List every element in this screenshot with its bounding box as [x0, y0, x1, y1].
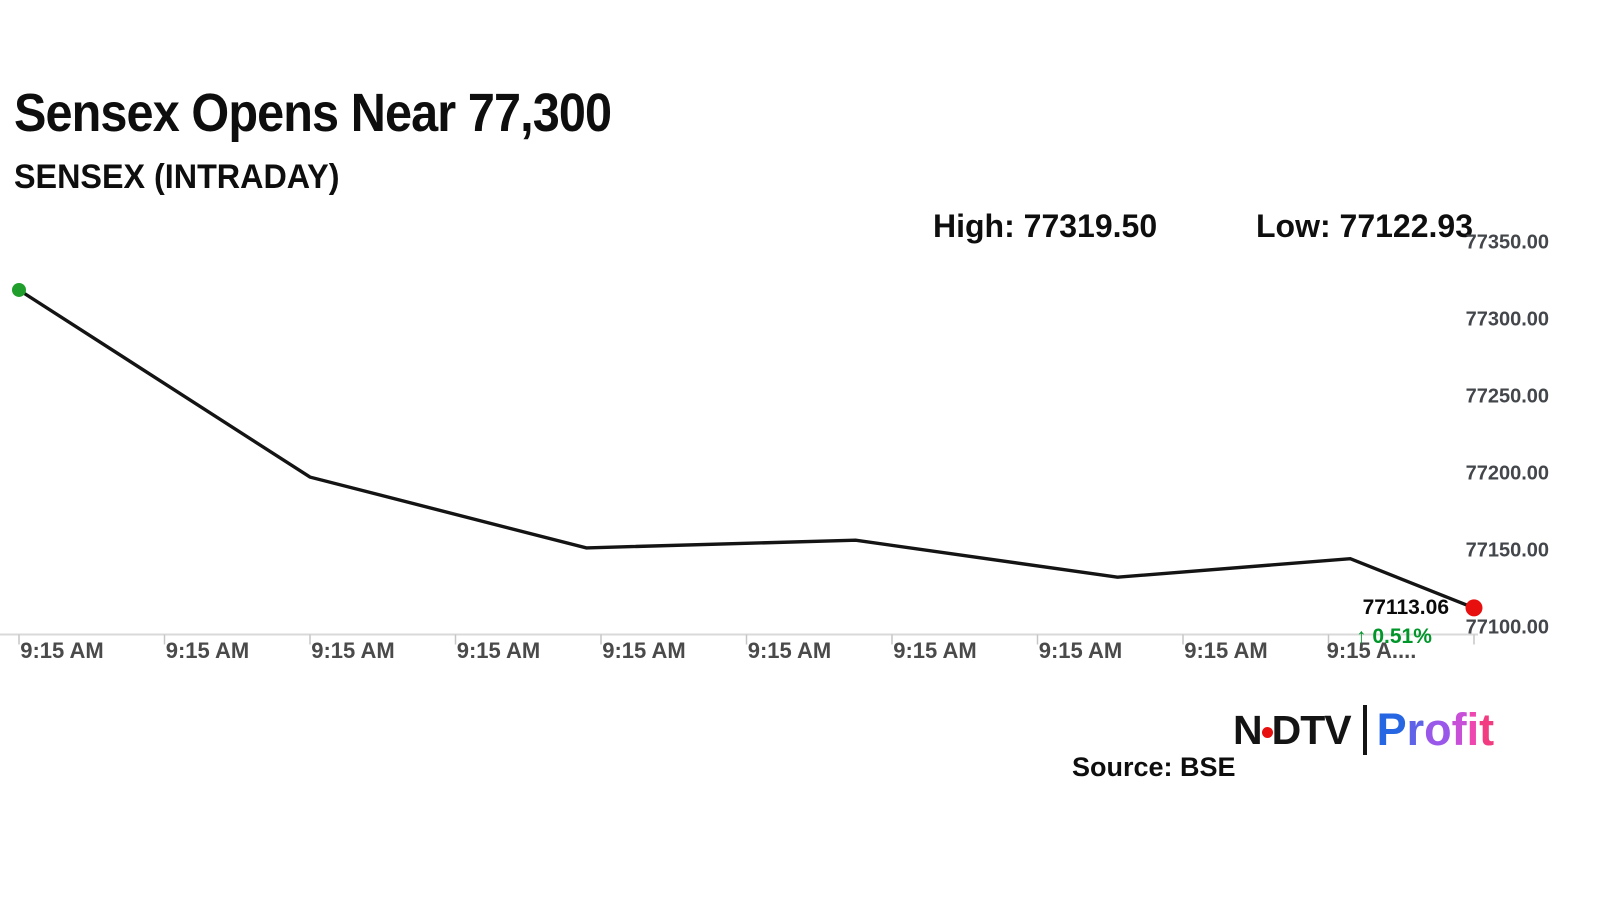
x-axis-tick-label: 9:15 AM: [1184, 638, 1268, 663]
profit-letter: o: [1424, 704, 1452, 755]
y-axis-tick-label: 77100.00: [1465, 616, 1549, 639]
y-axis-tick-label: 77150.00: [1465, 539, 1549, 562]
profit-letter: r: [1406, 704, 1425, 755]
x-axis-tick-label: 9:15 AM: [602, 638, 686, 663]
percent-change-callout: ↑ 0.51%: [1356, 625, 1432, 648]
profit-letter: P: [1376, 704, 1407, 755]
last-point-marker: [1465, 599, 1483, 617]
y-axis-tick-label: 77200.00: [1465, 462, 1549, 485]
x-axis-ticks: [18, 634, 1475, 645]
source-attribution: Source: BSE: [1072, 752, 1236, 782]
y-axis-tick-label: 77350.00: [1465, 231, 1549, 254]
x-axis-tick-label: 9:15 AM: [1038, 638, 1123, 663]
y-axis-tick-label: 77300.00: [1465, 308, 1549, 331]
logo-separator-bar: [1362, 705, 1367, 755]
ndtv-wordmark: N DTV: [1233, 706, 1352, 754]
profit-letter: f: [1451, 704, 1467, 755]
ndtv-red-dot-icon: [1261, 726, 1273, 738]
y-axis-tick-label: 77250.00: [1465, 385, 1549, 408]
x-axis-tick-label: 9:15 AM: [20, 638, 104, 663]
page-title: Sensex Opens Near 77,300: [14, 83, 612, 143]
chart-subtitle: SENSEX (INTRADAY): [14, 158, 340, 196]
x-axis-tick-label: 9:15 AM: [456, 638, 541, 663]
ndtv-letters-dtv: DTV: [1271, 706, 1352, 753]
low-value-label: Low: 77122.93: [1256, 208, 1473, 244]
high-value-label: High: 77319.50: [933, 208, 1158, 244]
x-axis-tick-label: 9:15 A....: [1326, 638, 1417, 663]
x-axis-tick-label: 9:15 AM: [311, 638, 395, 663]
x-axis-tick-label: 9:15 AM: [893, 638, 977, 663]
profit-letter: i: [1466, 704, 1480, 755]
x-axis-tick-label: 9:15 AM: [165, 638, 250, 663]
ndtv-letter-n: N: [1233, 706, 1263, 753]
last-price-callout: 77113.06: [1362, 596, 1449, 619]
price-line: [17, 288, 1476, 610]
open-point-marker: [12, 282, 26, 297]
profit-letter: t: [1479, 704, 1495, 755]
x-axis-tick-label: 9:15 AM: [747, 638, 832, 663]
